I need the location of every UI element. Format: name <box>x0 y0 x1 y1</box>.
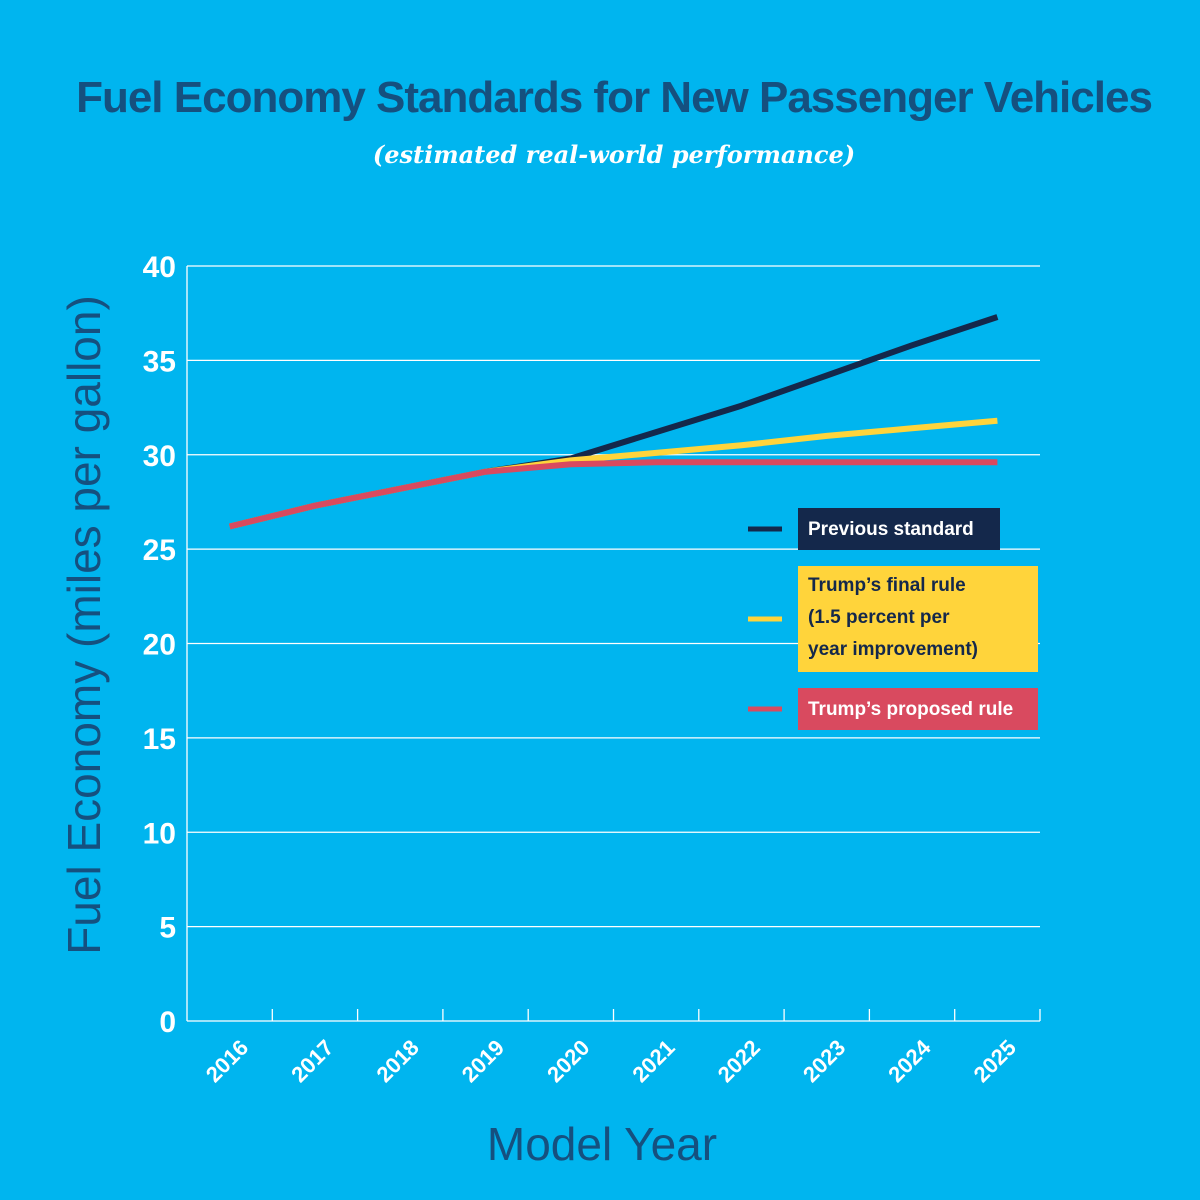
y-tick-label: 10 <box>143 817 176 850</box>
chart-title: Fuel Economy Standards for New Passenger… <box>76 73 1152 122</box>
chart-subtitle: (estimated real-world performance) <box>373 140 855 169</box>
series-line-0 <box>228 314 999 530</box>
series-lines <box>228 314 999 530</box>
legend-box <box>798 566 1038 672</box>
x-tick-label: 2025 <box>969 1035 1021 1087</box>
x-tick-label: 2020 <box>542 1035 594 1087</box>
legend-label: year improvement) <box>808 639 978 660</box>
x-tick-label: 2024 <box>883 1034 936 1087</box>
y-tick-label: 0 <box>159 1006 176 1039</box>
legend-box <box>798 508 1000 550</box>
y-tick-label: 35 <box>143 345 176 378</box>
gridlines <box>186 265 1040 1022</box>
x-tick-label: 2016 <box>201 1035 253 1087</box>
x-tick-label: 2017 <box>286 1035 338 1087</box>
x-tick-label: 2023 <box>798 1035 850 1087</box>
y-tick-label: 15 <box>143 723 176 756</box>
legend-box <box>798 688 1038 730</box>
legend-label: Trump’s final rule <box>808 575 966 596</box>
x-tick-label: 2021 <box>627 1035 679 1087</box>
y-tick-label: 20 <box>143 629 176 662</box>
legend-label: Trump’s proposed rule <box>808 699 1013 720</box>
series-line-2 <box>228 459 998 530</box>
y-axis-label: Fuel Economy (miles per gallon) <box>58 295 110 955</box>
legend-label: Previous standard <box>808 519 974 540</box>
x-tick-label: 2022 <box>713 1035 765 1087</box>
x-tick-label: 2018 <box>371 1035 423 1087</box>
x-axis-label: Model Year <box>487 1118 717 1170</box>
x-tick-label: 2019 <box>457 1035 509 1087</box>
legend-label: (1.5 percent per <box>808 607 950 628</box>
y-tick-label: 40 <box>143 251 176 284</box>
y-tick-label: 25 <box>143 534 176 567</box>
y-tick-label: 5 <box>159 912 176 945</box>
y-axis-ticks: 0 5 10 15 20 25 30 35 40 <box>143 251 176 1039</box>
y-tick-label: 30 <box>143 440 176 473</box>
legend: Previous standard Trump’s final rule (1.5 … <box>748 508 1038 730</box>
